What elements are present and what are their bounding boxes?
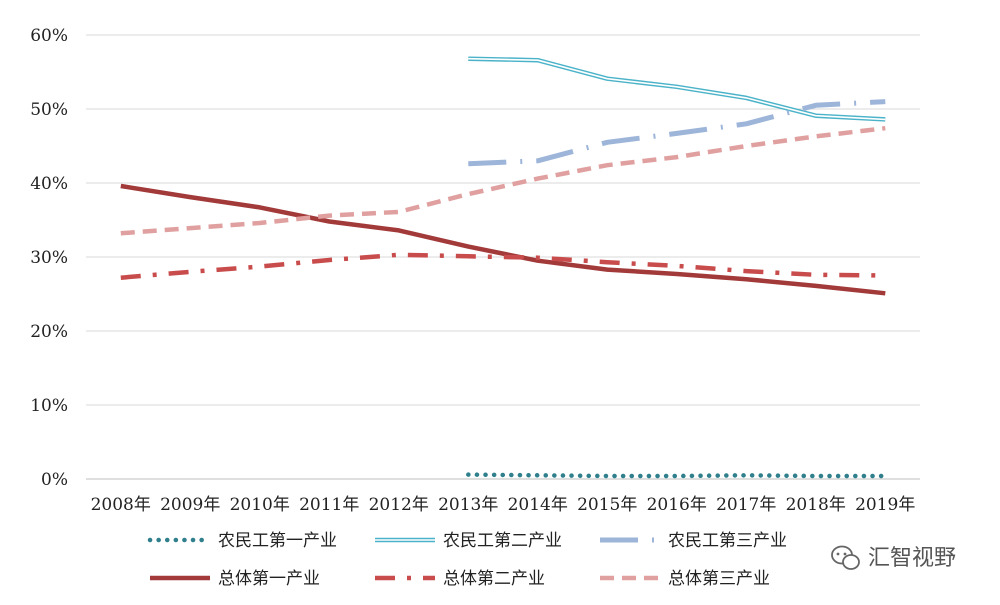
series-line-2-inner (468, 57, 886, 121)
legend-label: 总体第二产业 (443, 569, 545, 589)
legend-item: 总体第三产业 (600, 569, 770, 589)
series-line-2 (468, 56, 886, 122)
legend-item: 总体第二产业 (375, 569, 545, 589)
series-lines (120, 56, 888, 479)
y-tick-label: 10% (30, 396, 68, 416)
x-tick-label: 2018年 (786, 495, 846, 515)
legend-item: 农民工第一产业 (147, 531, 337, 551)
y-axis-ticks: 0% 10% 20% 30% 40% 50% 60% (30, 26, 68, 490)
x-tick-label: 2008年 (91, 495, 151, 515)
x-axis-ticks: 2008年 2009年 2010年 2011年 2012年 2013年 2014年 2015年… (91, 495, 916, 515)
gridlines (86, 34, 920, 480)
legend-item: 总体第一产业 (150, 569, 320, 589)
x-tick-label: 2014年 (508, 495, 568, 515)
series-line-6 (120, 125, 886, 236)
series-line-1 (466, 472, 888, 479)
y-tick-label: 20% (30, 322, 68, 342)
legend-item: 农民工第三产业 (600, 531, 787, 551)
x-tick-label: 2016年 (647, 495, 707, 515)
watermark-text: 汇智视野 (868, 546, 956, 571)
legend-label: 农民工第三产业 (668, 531, 787, 551)
legend-label: 总体第三产业 (668, 569, 770, 589)
series-line-5 (120, 252, 886, 280)
y-tick-label: 50% (30, 100, 68, 120)
wechat-icon (831, 545, 860, 570)
x-tick-label: 2012年 (369, 495, 429, 515)
y-tick-label: 0% (41, 470, 68, 490)
x-tick-label: 2017年 (716, 495, 776, 515)
legend-label: 总体第一产业 (218, 569, 320, 589)
x-tick-label: 2010年 (230, 495, 290, 515)
x-tick-label: 2019年 (855, 495, 915, 515)
watermark: 汇智视野 (831, 545, 956, 571)
legend-item: 农民工第二产业 (375, 531, 562, 551)
x-tick-label: 2009年 (160, 495, 220, 515)
legend-label: 农民工第一产业 (218, 531, 337, 551)
series-line-4 (120, 183, 886, 296)
series-line-3 (468, 99, 886, 167)
y-tick-label: 30% (30, 248, 68, 268)
x-tick-label: 2015年 (577, 495, 637, 515)
x-tick-label: 2011年 (299, 495, 359, 515)
x-tick-label: 2013年 (438, 495, 498, 515)
y-tick-label: 40% (30, 174, 68, 194)
legend-label: 农民工第二产业 (443, 531, 562, 551)
y-tick-label: 60% (30, 26, 68, 46)
